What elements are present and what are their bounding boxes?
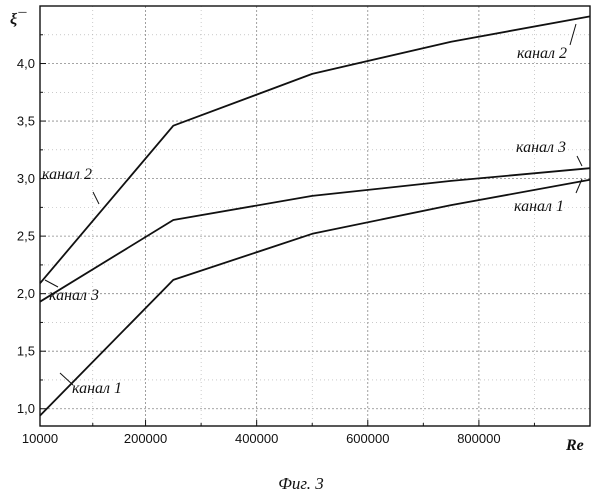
series-lines	[40, 16, 590, 415]
x-tick-label: 200000	[124, 431, 167, 446]
series-annotation: канал 2	[517, 45, 567, 62]
series-annotation: канал 2	[42, 166, 92, 183]
y-tick-label: 3,5	[17, 114, 35, 129]
series-line-3	[40, 168, 590, 302]
series-line-1	[40, 180, 590, 416]
annotation-leader	[570, 24, 576, 45]
y-tick-label: 3,0	[17, 171, 35, 186]
y-axis-title: ξ¯	[10, 11, 27, 28]
series-line-2	[40, 16, 590, 283]
annotation-leaders	[45, 24, 582, 385]
x-tick-label: 10000	[22, 431, 58, 446]
chart: 10000 200000 400000 600000 800000 1,0 1,5 2,0 2,…	[0, 0, 602, 470]
y-tick-label: 1,5	[17, 344, 35, 359]
x-tick-label: 800000	[457, 431, 500, 446]
y-tick-label: 2,0	[17, 286, 35, 301]
axis-ticks	[40, 35, 534, 426]
plot-frame	[40, 6, 590, 426]
series-annotation: канал 3	[516, 139, 566, 156]
series-annotation: канал 1	[72, 380, 122, 397]
y-tick-label: 4,0	[17, 56, 35, 71]
grid	[40, 6, 590, 426]
x-axis-title: Re	[565, 437, 584, 454]
annotation-leader	[45, 280, 58, 287]
series-annotation: канал 1	[514, 198, 564, 215]
y-tick-label: 2,5	[17, 229, 35, 244]
x-tick-label: 600000	[346, 431, 389, 446]
figure-caption: Фиг. 3	[0, 474, 602, 494]
annotation-leader	[93, 192, 99, 204]
series-annotation: канал 3	[49, 287, 99, 304]
annotation-leader	[577, 156, 582, 166]
y-tick-label: 1,0	[17, 401, 35, 416]
x-tick-label: 400000	[235, 431, 278, 446]
labels: 10000 200000 400000 600000 800000 1,0 1,5 2,0 2,…	[17, 45, 567, 446]
